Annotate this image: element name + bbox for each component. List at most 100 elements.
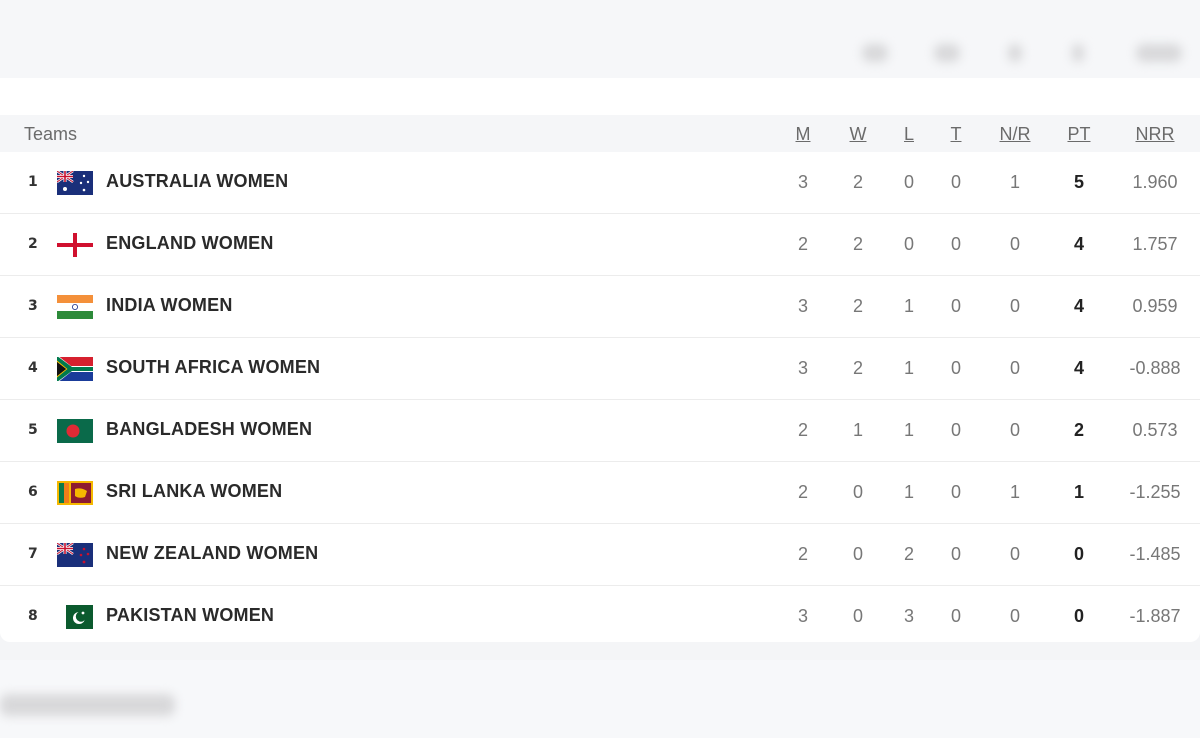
team-name[interactable]: AUSTRALIA WOMEN [106, 171, 289, 191]
cell-won: 1 [852, 420, 863, 440]
cell-nrr: 1.757 [1132, 234, 1178, 254]
team-position: 1 [28, 174, 38, 190]
cell-lost: 3 [903, 606, 914, 626]
team-name[interactable]: ENGLAND WOMEN [106, 233, 274, 253]
cell-lost: 0 [903, 234, 914, 254]
cell-nrr: -0.888 [1129, 358, 1181, 378]
cell-no-result: 0 [1009, 420, 1020, 440]
australia-flag-icon [56, 169, 93, 195]
cell-matches: 3 [797, 358, 808, 378]
cell-nrr: 0.959 [1132, 296, 1178, 316]
header-tied[interactable]: T [950, 124, 962, 144]
team-position: 3 [28, 298, 38, 314]
bangladesh-flag-icon [57, 419, 93, 443]
pakistan-flag-icon [57, 605, 93, 629]
cell-tied: 0 [950, 296, 961, 316]
cell-won: 2 [852, 172, 863, 192]
table-row[interactable]: 1 AUSTRALIA WOMEN 3 2 0 0 1 5 1.960 [0, 152, 1200, 214]
cell-points: 4 [1073, 234, 1084, 254]
sri-lanka-flag-icon [57, 481, 93, 505]
cell-points: 2 [1073, 420, 1084, 440]
cell-lost: 1 [903, 296, 914, 316]
table-row[interactable]: 2 ENGLAND WOMEN 2 2 0 0 0 4 1.757 [0, 214, 1200, 276]
cell-nrr: 0.573 [1132, 420, 1178, 440]
cell-tied: 0 [950, 420, 961, 440]
team-position: 5 [28, 422, 38, 438]
cell-tied: 0 [950, 544, 961, 564]
team-name[interactable]: INDIA WOMEN [106, 295, 233, 315]
cell-won: 0 [852, 544, 863, 564]
team-position: 6 [28, 484, 38, 500]
cell-no-result: 0 [1009, 606, 1020, 626]
blurred-previous-table [0, 0, 1200, 78]
south-africa-flag-icon [57, 355, 93, 383]
cell-won: 0 [852, 606, 863, 626]
cell-won: 2 [852, 358, 863, 378]
team-position: 8 [28, 608, 38, 624]
cell-nrr: -1.887 [1129, 606, 1181, 626]
cell-won: 2 [852, 296, 863, 316]
cell-lost: 1 [903, 358, 914, 378]
table-row[interactable]: 3 INDIA WOMEN 3 2 1 0 0 4 0.959 [0, 276, 1200, 338]
table-row[interactable]: 8 PAKISTAN WOMEN 3 0 3 0 0 0 -1.887 [0, 586, 1200, 648]
cell-no-result: 0 [1009, 296, 1020, 316]
team-name[interactable]: SOUTH AFRICA WOMEN [106, 357, 321, 377]
cell-no-result: 0 [1009, 234, 1020, 254]
india-flag-icon [57, 295, 93, 319]
new-zealand-flag-icon [56, 541, 93, 567]
cell-tied: 0 [950, 606, 961, 626]
cell-matches: 3 [797, 296, 808, 316]
header-teams: Teams [24, 124, 78, 144]
header-points[interactable]: PT [1067, 124, 1091, 144]
cell-matches: 2 [797, 234, 808, 254]
cell-points: 1 [1073, 482, 1084, 502]
team-position: 7 [28, 546, 38, 562]
cell-lost: 0 [903, 172, 914, 192]
team-position: 2 [28, 236, 38, 252]
table-row[interactable]: 4 SOUTH AFRICA WOMEN 3 2 1 0 0 4 -0.888 [0, 338, 1200, 400]
cell-won: 0 [852, 482, 863, 502]
header-lost[interactable]: L [903, 124, 914, 144]
cell-no-result: 1 [1009, 482, 1020, 502]
table-header: Teams M W L T N/R PT NRR [0, 115, 1200, 152]
cell-tied: 0 [950, 172, 961, 192]
cell-nrr: -1.485 [1129, 544, 1181, 564]
team-name[interactable]: BANGLADESH WOMEN [106, 419, 313, 439]
cell-matches: 2 [797, 420, 808, 440]
cell-matches: 3 [797, 606, 808, 626]
header-matches[interactable]: M [795, 124, 811, 144]
cell-no-result: 0 [1009, 358, 1020, 378]
team-name[interactable]: PAKISTAN WOMEN [106, 605, 275, 625]
cell-nrr: 1.960 [1132, 172, 1178, 192]
cell-matches: 2 [797, 544, 808, 564]
points-table: Teams M W L T N/R PT NRR 1 AUSTRALIA WOME… [0, 96, 1200, 642]
header-won[interactable]: W [849, 124, 867, 144]
cell-points: 4 [1073, 296, 1084, 316]
england-flag-icon [57, 233, 93, 257]
cell-lost: 1 [903, 482, 914, 502]
cell-lost: 2 [903, 544, 914, 564]
team-position: 4 [28, 360, 38, 376]
cell-points: 5 [1073, 172, 1084, 192]
cell-matches: 3 [797, 172, 808, 192]
cell-tied: 0 [950, 234, 961, 254]
cell-lost: 1 [903, 420, 914, 440]
cell-matches: 2 [797, 482, 808, 502]
blurred-next-table [0, 660, 1200, 738]
cell-points: 0 [1073, 606, 1084, 626]
cell-points: 0 [1073, 544, 1084, 564]
cell-no-result: 0 [1009, 544, 1020, 564]
header-nrr[interactable]: NRR [1135, 124, 1175, 144]
cell-points: 4 [1073, 358, 1084, 378]
table-row[interactable]: 5 BANGLADESH WOMEN 2 1 1 0 0 2 0.573 [0, 400, 1200, 462]
cell-tied: 0 [950, 358, 961, 378]
cell-nrr: -1.255 [1129, 482, 1181, 502]
team-name[interactable]: SRI LANKA WOMEN [106, 481, 283, 501]
table-row[interactable]: 6 SRI LANKA WOMEN 2 0 1 0 1 1 -1.255 [0, 462, 1200, 524]
cell-tied: 0 [950, 482, 961, 502]
cell-no-result: 1 [1009, 172, 1020, 192]
header-no-result[interactable]: N/R [999, 124, 1031, 144]
table-row[interactable]: 7 NEW ZEALAND WOMEN 2 0 2 0 0 0 -1.485 [0, 524, 1200, 586]
team-name[interactable]: NEW ZEALAND WOMEN [106, 543, 319, 563]
cell-won: 2 [852, 234, 863, 254]
